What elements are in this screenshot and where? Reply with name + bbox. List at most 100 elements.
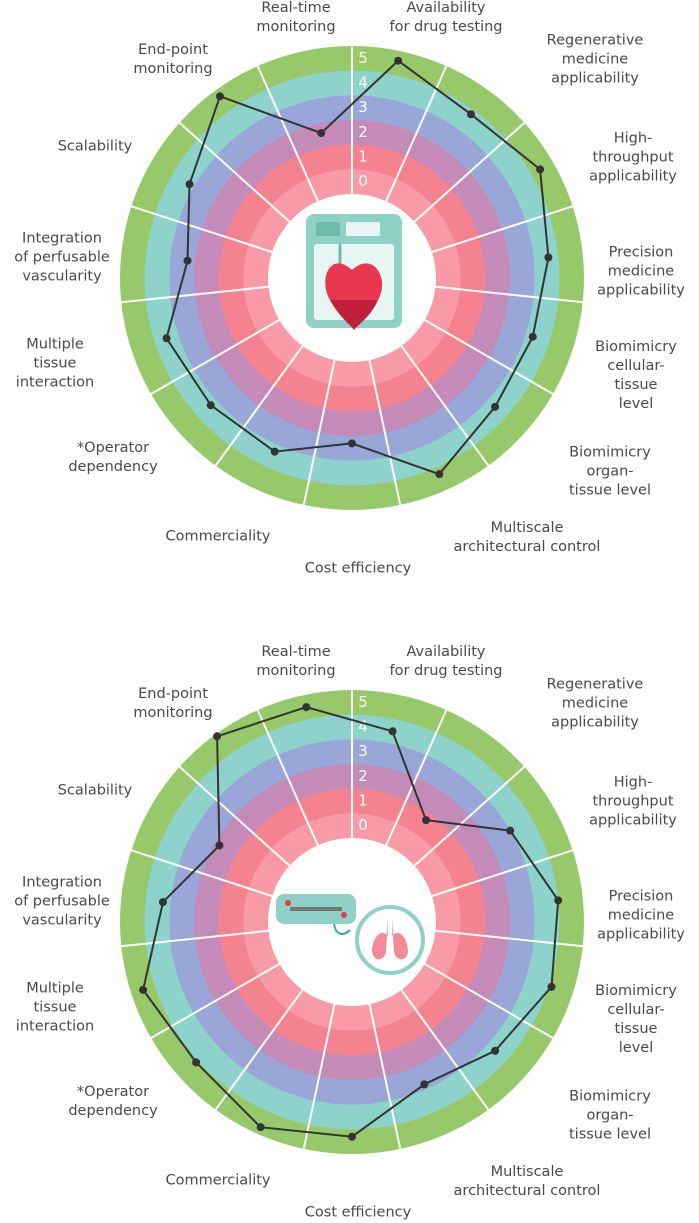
axis-label: Multiple tissue interaction — [15, 336, 95, 391]
axis-label: Integration of perfusable vascularity — [14, 874, 110, 929]
point — [215, 841, 224, 850]
axis-label: *Operator dependency — [68, 440, 158, 475]
axis-label: Scalability — [57, 782, 133, 799]
spoke — [301, 359, 336, 510]
point — [206, 401, 215, 410]
point — [388, 727, 397, 736]
point — [422, 816, 431, 825]
point — [348, 439, 356, 448]
spoke — [413, 119, 529, 223]
axis-label: High-throughput applicability — [589, 130, 677, 185]
spoke — [175, 763, 291, 867]
spoke — [431, 204, 577, 253]
spoke — [368, 1003, 403, 1154]
axis-label: Integration of perfusable vascularity — [14, 230, 110, 285]
point — [139, 985, 148, 994]
spoke — [175, 119, 291, 223]
axis-label: Precision medicine applicability — [597, 888, 685, 943]
r-tick-label: 2 — [358, 123, 368, 141]
point — [536, 165, 545, 174]
spoke — [212, 345, 304, 470]
r-tick-label: 1 — [358, 792, 368, 810]
series-line — [142, 706, 560, 1138]
point — [466, 110, 475, 119]
r-tick-label: 0 — [358, 816, 368, 834]
point — [302, 703, 311, 712]
point — [420, 1080, 429, 1089]
spoke — [301, 1003, 336, 1154]
spoke — [431, 848, 577, 897]
r-tick-label: 3 — [358, 742, 368, 760]
axis-label: Cost efficiency — [304, 1204, 412, 1221]
spoke — [117, 929, 269, 948]
spoke — [255, 705, 319, 846]
point — [544, 253, 553, 262]
point — [506, 826, 515, 835]
center-disc — [268, 194, 436, 362]
point — [162, 334, 171, 343]
axis-label: High-throughput applicability — [589, 774, 677, 829]
axis-label: Biomimicry cellular-tissue level — [595, 983, 677, 1056]
point — [394, 56, 403, 65]
spoke — [127, 204, 273, 253]
center-disc — [268, 838, 436, 1006]
point — [528, 332, 537, 341]
point — [491, 402, 500, 411]
axis-label: Real-time monitoring — [256, 0, 336, 35]
point — [554, 896, 563, 905]
axis-label: Biomimicry organ-tissue level — [568, 444, 652, 499]
spoke — [435, 929, 587, 948]
point — [491, 1046, 500, 1055]
series-line — [165, 59, 550, 476]
point — [192, 1058, 201, 1067]
spoke — [255, 61, 319, 202]
spoke — [117, 285, 269, 304]
point — [435, 470, 444, 479]
point — [348, 1132, 356, 1141]
spoke — [424, 319, 557, 397]
r-tick-label: 4 — [358, 718, 368, 736]
spoke — [424, 963, 557, 1041]
spoke — [127, 848, 273, 897]
axis-label: Precision medicine applicability — [597, 244, 685, 299]
axis-label: Cost efficiency — [304, 560, 412, 577]
axis-label: Commerciality — [165, 528, 271, 545]
spoke — [413, 763, 529, 867]
point — [185, 180, 194, 189]
axis-label: Multiscale architectural control — [453, 520, 601, 555]
point — [256, 1123, 265, 1132]
point — [213, 732, 222, 741]
axis-label: *Operator dependency — [68, 1084, 158, 1119]
axis-label: Availability for drug testing — [389, 644, 503, 679]
spoke — [435, 285, 587, 304]
point — [317, 129, 326, 138]
axis-label: Real-time monitoring — [256, 644, 336, 679]
axis-label: Biomimicry organ-tissue level — [568, 1088, 652, 1143]
spoke — [385, 61, 449, 202]
point — [158, 898, 167, 907]
r-tick-label: 5 — [358, 693, 368, 711]
point — [547, 982, 556, 991]
point — [183, 256, 192, 265]
axis-label: End-point monitoring — [133, 686, 213, 721]
axis-label: Multiple tissue interaction — [15, 980, 95, 1035]
r-tick-label: 4 — [358, 74, 368, 92]
point — [215, 92, 224, 101]
spoke — [400, 989, 492, 1114]
spoke — [212, 989, 304, 1114]
spoke — [368, 359, 403, 510]
point — [270, 447, 279, 456]
r-tick-label: 0 — [358, 172, 368, 190]
axis-label: Commerciality — [165, 1172, 271, 1189]
r-tick-label: 5 — [358, 49, 368, 67]
spoke — [385, 705, 449, 846]
axis-label: Availability for drug testing — [389, 0, 503, 35]
axis-label: Regenerative medicine applicability — [546, 32, 644, 87]
axis-label: End-point monitoring — [133, 42, 213, 77]
r-tick-label: 1 — [358, 148, 368, 166]
spoke — [400, 345, 492, 470]
r-tick-label: 3 — [358, 98, 368, 116]
axis-label: Regenerative medicine applicability — [546, 676, 644, 731]
axis-label: Scalability — [57, 138, 133, 155]
